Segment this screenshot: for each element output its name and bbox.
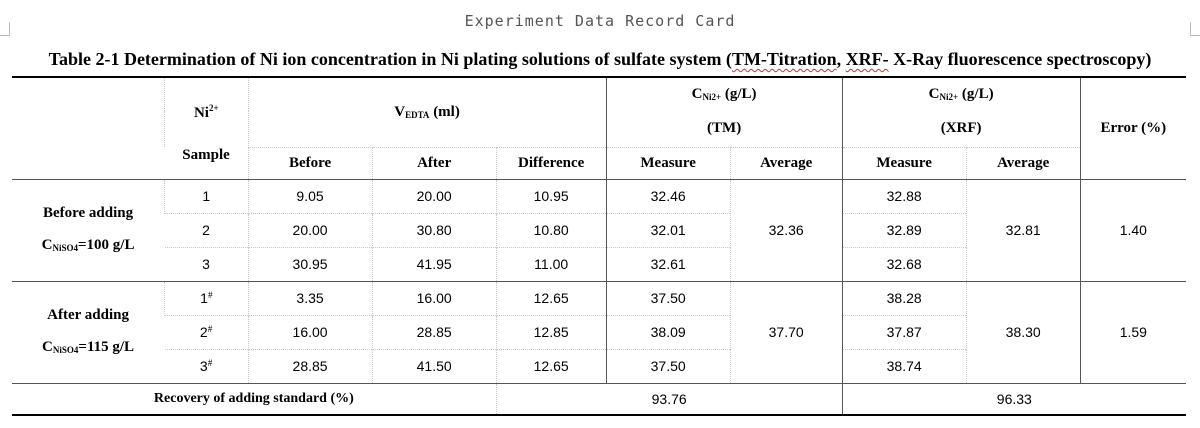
- group-after-adding: After adding CNiSO4=115 g/L: [12, 280, 165, 383]
- after-cell: 28.85: [371, 314, 497, 349]
- recovery-label: Recovery of adding standard (%): [12, 382, 497, 416]
- tm-measure-cell: 37.50: [605, 348, 731, 383]
- header-after: After: [371, 146, 497, 179]
- before-cell: 16.00: [247, 314, 373, 349]
- page-corner-right: [1190, 22, 1200, 36]
- xrf-measure-cell: 37.87: [841, 314, 967, 349]
- header-c-xrf: CNi2+ (g/L): [841, 76, 1081, 111]
- difference-cell: 10.80: [495, 212, 607, 247]
- xrf-measure-cell: 32.89: [841, 212, 967, 247]
- table-row: 3# 28.85 41.50 12.65 37.50 38.74: [12, 348, 1186, 383]
- recovery-xrf-value: 96.33: [841, 382, 1186, 416]
- recovery-row: Recovery of adding standard (%) 93.76 96…: [12, 382, 1186, 416]
- header-sample: Sample: [182, 147, 230, 163]
- before-cell: 3.35: [247, 280, 373, 315]
- after-cell: 16.00: [371, 280, 497, 315]
- header-blank-cell: [12, 76, 165, 179]
- header-tm-average: Average: [729, 146, 843, 179]
- after-cell: 20.00: [371, 178, 497, 213]
- sample-cell: 1: [164, 178, 248, 213]
- header-tm: (TM): [605, 111, 843, 147]
- tm-average-cell: 32.36: [729, 178, 843, 281]
- sample-cell: 2#: [164, 314, 248, 349]
- difference-cell: 11.00: [495, 246, 607, 281]
- before-cell: 28.85: [247, 348, 373, 383]
- group-label: Before adding: [42, 205, 134, 221]
- page-corner-left: [0, 22, 10, 36]
- table-row: Before adding CNiSO4=100 g/L 1 9.05 20.0…: [12, 178, 1186, 281]
- before-cell: 30.95: [247, 246, 373, 281]
- recovery-tm-value: 93.76: [495, 382, 843, 416]
- caption-tm-titration: TM-Titration: [731, 49, 837, 69]
- tm-average-cell: 37.70: [729, 280, 843, 383]
- after-cell: 41.95: [371, 246, 497, 281]
- table-row: 2# 16.00 28.85 12.85 38.09 37.87: [12, 314, 1186, 349]
- header-row-2: (TM) (XRF): [12, 111, 1186, 147]
- group-label: After adding: [47, 307, 129, 323]
- xrf-measure-cell: 38.28: [841, 280, 967, 315]
- header-xrf: (XRF): [841, 111, 1081, 147]
- xrf-measure-cell: 32.88: [841, 178, 967, 213]
- difference-cell: 12.65: [495, 348, 607, 383]
- header-xrf-measure: Measure: [841, 146, 967, 179]
- before-cell: 20.00: [247, 212, 373, 247]
- sample-cell: 3#: [164, 348, 248, 383]
- caption-prefix: Table 2-1 Determination of Ni ion concen…: [48, 49, 732, 69]
- xrf-measure-cell: 38.74: [841, 348, 967, 383]
- caption-separator: ,: [836, 49, 846, 69]
- error-cell: 1.40: [1079, 178, 1186, 281]
- group-concentration: CNiSO4=115 g/L: [42, 339, 135, 355]
- tm-measure-cell: 32.61: [605, 246, 731, 281]
- header-c-tm: CNi2+ (g/L): [605, 76, 843, 111]
- sample-cell: 2: [164, 212, 248, 247]
- tm-measure-cell: 32.01: [605, 212, 731, 247]
- group-concentration: CNiSO4=100 g/L: [41, 237, 135, 253]
- tm-measure-cell: 37.50: [605, 280, 731, 315]
- caption-xrf: XRF-: [845, 49, 889, 69]
- difference-cell: 12.65: [495, 280, 607, 315]
- before-cell: 9.05: [247, 178, 373, 213]
- header-row-1: Ni2+ VEDTA (ml) CNi2+ (g/L) CNi2+ (g/L) …: [12, 76, 1186, 179]
- header-error: Error (%): [1079, 76, 1186, 179]
- header-before: Before: [247, 146, 373, 179]
- header-vedta: VEDTA (ml): [247, 76, 607, 147]
- xrf-measure-cell: 32.68: [841, 246, 967, 281]
- header-xrf-average: Average: [965, 146, 1081, 179]
- table-row: 3 30.95 41.95 11.00 32.61 32.68: [12, 246, 1186, 281]
- xrf-average-cell: 38.30: [965, 280, 1081, 383]
- tm-measure-cell: 32.46: [605, 178, 731, 213]
- header-row-3: Sample Before After Difference Measure A…: [12, 146, 1186, 179]
- header-ni: Ni2+: [164, 76, 248, 147]
- sample-cell: 3: [164, 246, 248, 281]
- header-difference: Difference: [495, 146, 607, 179]
- after-cell: 41.50: [371, 348, 497, 383]
- table-caption: Table 2-1 Determination of Ni ion concen…: [0, 49, 1200, 70]
- header-tm-measure: Measure: [605, 146, 731, 179]
- tm-measure-cell: 38.09: [605, 314, 731, 349]
- difference-cell: 10.95: [495, 178, 607, 213]
- error-cell: 1.59: [1079, 280, 1186, 383]
- table-row: 2 20.00 30.80 10.80 32.01 32.89: [12, 212, 1186, 247]
- group-before-adding: Before adding CNiSO4=100 g/L: [12, 178, 165, 281]
- caption-suffix: X-Ray fluorescence spectroscopy): [888, 49, 1152, 69]
- difference-cell: 12.85: [495, 314, 607, 349]
- ni-concentration-table: Ni2+ VEDTA (ml) CNi2+ (g/L) CNi2+ (g/L) …: [12, 76, 1186, 416]
- card-title: Experiment Data Record Card: [464, 12, 736, 30]
- after-cell: 30.80: [371, 212, 497, 247]
- sample-cell: 1#: [164, 280, 248, 315]
- table-row: After adding CNiSO4=115 g/L 1# 3.35 16.0…: [12, 280, 1186, 383]
- xrf-average-cell: 32.81: [965, 178, 1081, 281]
